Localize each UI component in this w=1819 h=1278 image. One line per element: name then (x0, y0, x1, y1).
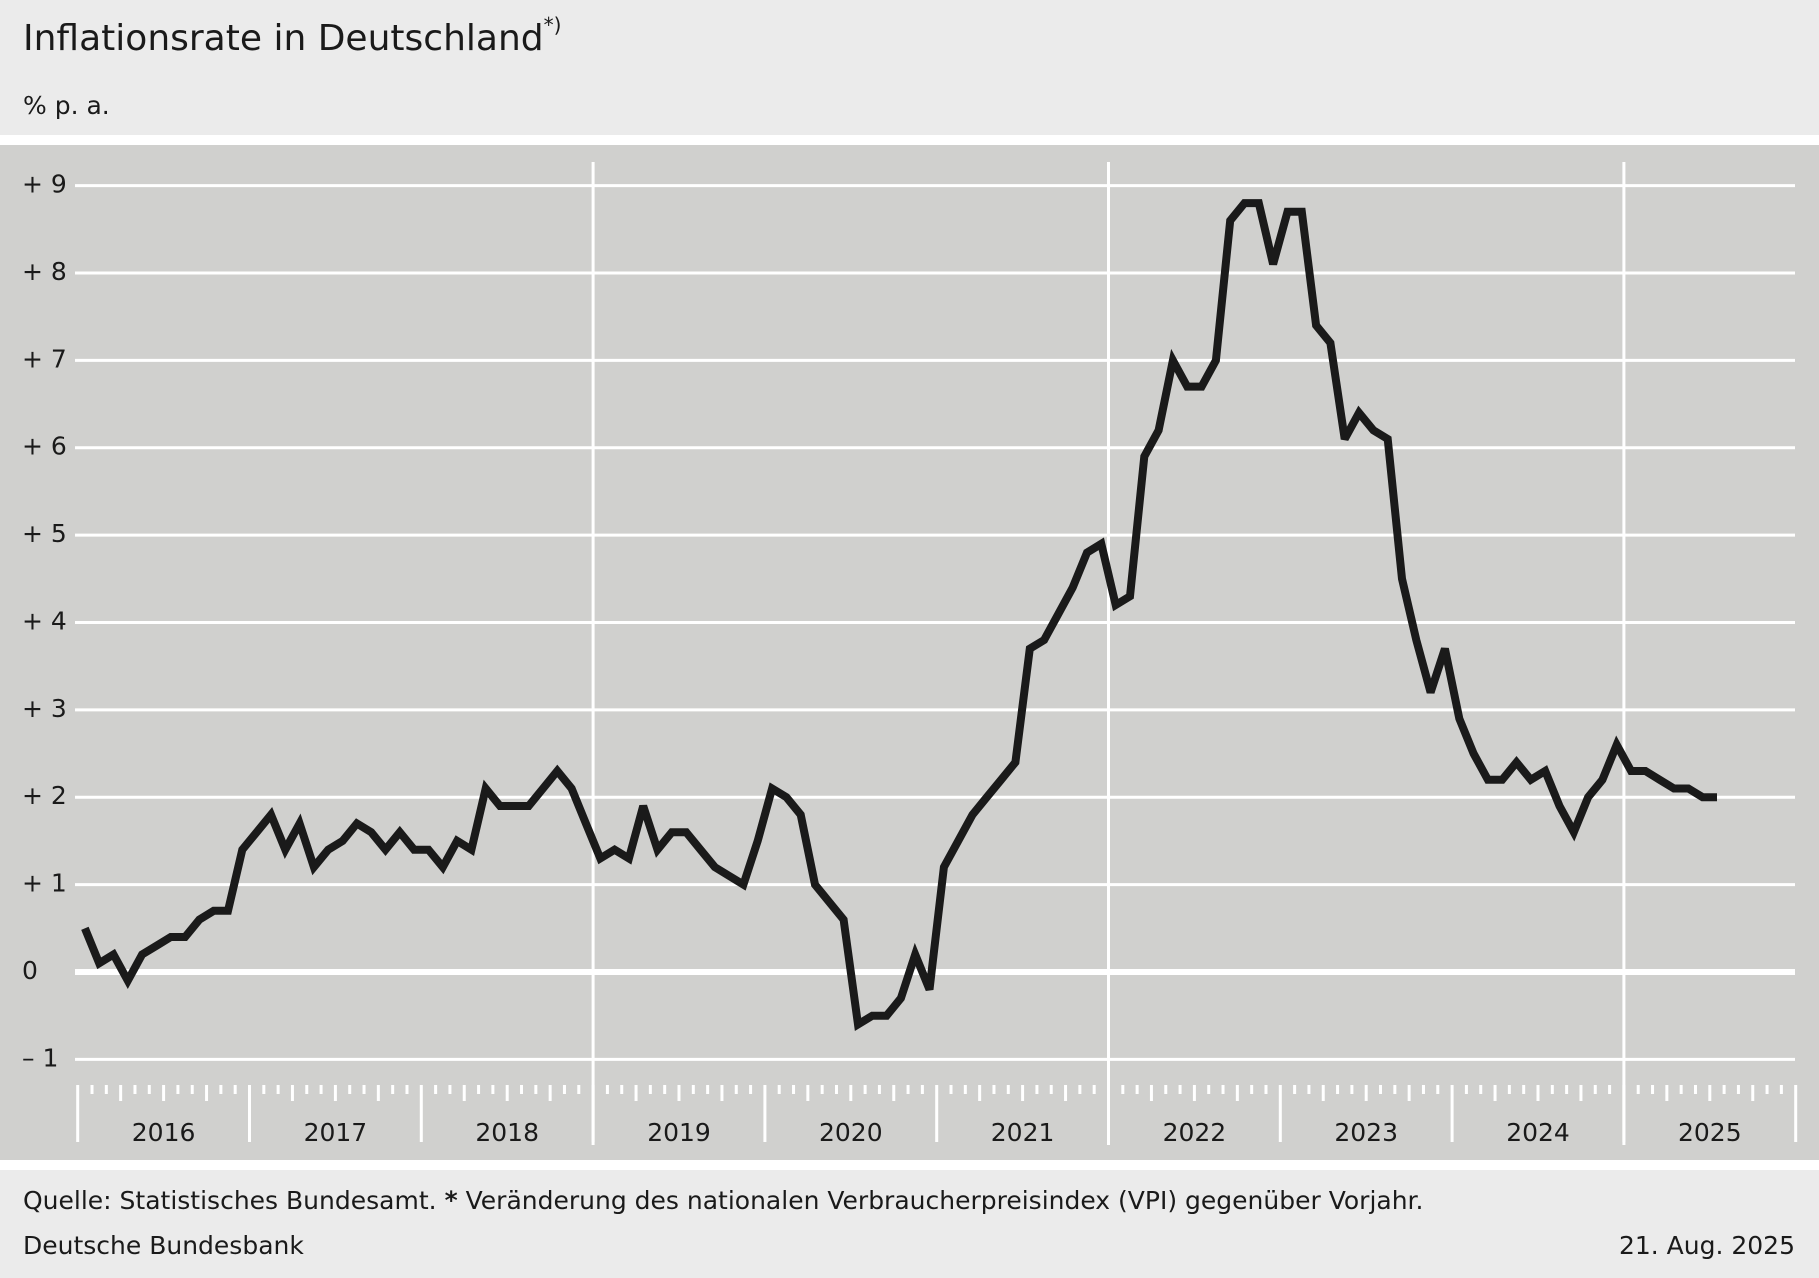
y-tick-label: + 9 (22, 170, 67, 199)
x-tick-label: 2016 (132, 1118, 196, 1147)
y-tick-label: + 2 (22, 781, 67, 810)
x-tick-label: 2025 (1678, 1118, 1742, 1147)
title-note: *) (544, 13, 562, 37)
separator (0, 1160, 1819, 1170)
y-tick-label: + 6 (22, 432, 67, 461)
y-tick-label: + 4 (22, 606, 67, 635)
header-bg (0, 0, 1819, 135)
y-tick-label: + 3 (22, 694, 67, 723)
footnote: Veränderung des nationalen Verbraucherpr… (466, 1186, 1424, 1215)
x-tick-label: 2023 (1334, 1118, 1398, 1147)
source: Quelle: Statistisches Bundesamt. (23, 1186, 437, 1215)
x-tick-label: 2019 (647, 1118, 711, 1147)
x-tick-label: 2017 (304, 1118, 368, 1147)
footnote-mark: * (445, 1186, 458, 1215)
separator (0, 135, 1819, 145)
title-text: Inflationsrate in Deutschland (23, 18, 544, 59)
y-tick-label: 0 (22, 956, 38, 985)
x-tick-label: 2018 (475, 1118, 539, 1147)
subtitle: % p. a. (23, 91, 110, 120)
y-tick-label: + 8 (22, 257, 67, 286)
publisher: Deutsche Bundesbank (23, 1231, 304, 1260)
x-tick-label: 2020 (819, 1118, 883, 1147)
data-line (81, 199, 1717, 1031)
x-tick-label: 2022 (1163, 1118, 1227, 1147)
y-tick-label: + 7 (22, 344, 67, 373)
footer-source: Quelle: Statistisches Bundesamt. * Verände… (23, 1186, 1424, 1215)
date: 21. Aug. 2025 (1619, 1231, 1795, 1260)
y-tick-label: – 1 (22, 1043, 58, 1072)
x-tick-label: 2021 (991, 1118, 1055, 1147)
footer-bg (0, 1170, 1819, 1278)
y-tick-label: + 5 (22, 519, 67, 548)
plot-bg (0, 145, 1819, 1160)
chart-title: Inflationsrate in Deutschland*) (23, 13, 561, 60)
y-tick-label: + 1 (22, 869, 67, 898)
x-tick-label: 2024 (1506, 1118, 1570, 1147)
